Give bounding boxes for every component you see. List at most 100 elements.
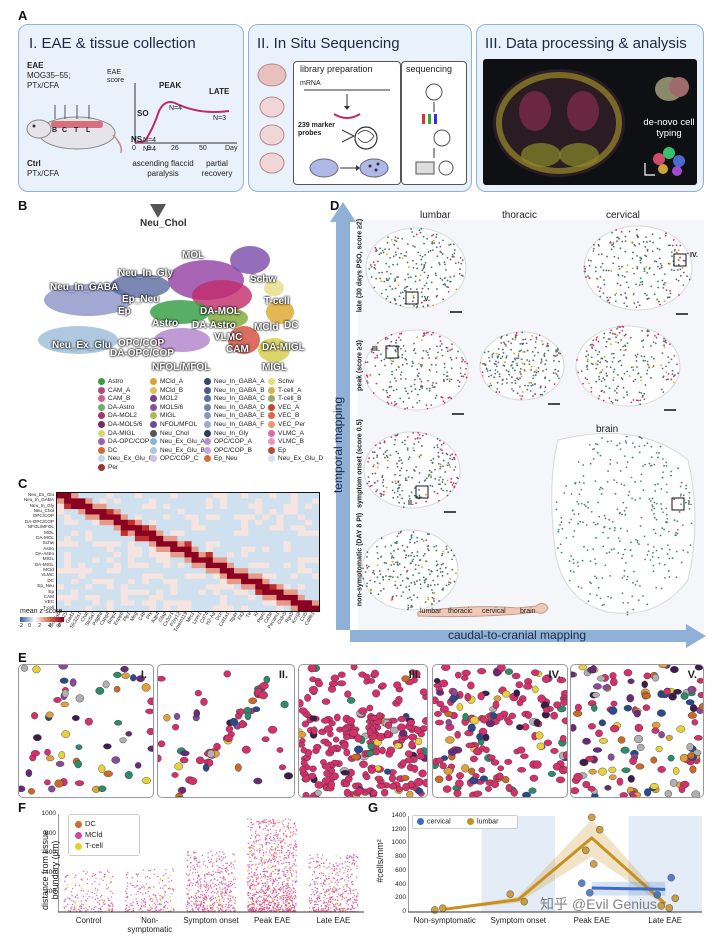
scatter-point <box>198 890 200 892</box>
heatmap-cell <box>78 568 86 574</box>
scatter-point <box>224 894 226 896</box>
cell-dot <box>381 575 384 578</box>
scatter-point <box>165 868 167 871</box>
heatmap-cell <box>184 557 192 564</box>
heatmap-cell <box>127 509 136 515</box>
cell-dot <box>583 545 585 548</box>
cell-dot <box>429 573 431 576</box>
cell-dot <box>420 263 423 266</box>
heatmap-cell <box>219 525 228 531</box>
segmented-cell <box>643 672 651 680</box>
scatter-point <box>271 898 274 900</box>
cell-dot <box>421 255 424 258</box>
heatmap-cell <box>71 552 79 558</box>
scatter-point <box>227 897 229 900</box>
scatter-point <box>76 909 78 911</box>
scatter-point <box>250 852 252 854</box>
cell-dot <box>446 479 449 482</box>
brain-label: brain <box>596 424 619 435</box>
cell-dot <box>420 365 423 368</box>
scatter-point <box>186 901 189 904</box>
scatter-point <box>125 907 127 909</box>
segmented-cell <box>102 680 110 689</box>
cell-dot <box>373 580 376 583</box>
segmented-cell <box>280 700 289 709</box>
scatter-point <box>225 891 227 893</box>
cell-dot <box>370 348 373 351</box>
heatmap-cell <box>212 503 221 510</box>
cell-dot <box>422 335 425 338</box>
scatter-point <box>88 895 90 898</box>
cell-dot <box>436 288 438 290</box>
scatter-point <box>211 906 214 908</box>
scatter-point <box>128 906 130 908</box>
scatter-point <box>227 885 229 887</box>
heatmap-cell <box>212 525 221 531</box>
segmented-cell <box>376 733 385 742</box>
scatter-point <box>138 909 141 911</box>
cell-dot <box>625 441 628 444</box>
cell-dot <box>394 438 397 441</box>
heatmap-cell <box>177 498 185 505</box>
heatmap-cell <box>85 568 93 574</box>
cell-dot <box>662 471 665 474</box>
segmented-cell <box>644 788 652 797</box>
heatmap-cell <box>57 568 65 574</box>
segmented-cell <box>608 706 618 715</box>
scatter-point <box>65 887 67 889</box>
heatmap-cell <box>127 562 136 569</box>
cell-dot <box>454 453 457 456</box>
heatmap-cell <box>184 535 192 542</box>
scatter-point <box>204 898 206 901</box>
scatter-point <box>84 899 87 901</box>
cell-dot <box>365 564 368 567</box>
cell-dot <box>636 254 638 257</box>
segmented-cell <box>239 719 246 729</box>
scatter-point <box>106 908 108 910</box>
cell-dot <box>639 277 642 280</box>
heatmap-cell <box>290 557 299 564</box>
cell-dot <box>643 392 646 395</box>
scatter-point <box>219 882 221 884</box>
heatmap-cell <box>170 578 178 585</box>
cell-dot <box>441 552 444 555</box>
segmented-cell <box>473 790 483 797</box>
cell-dot <box>634 244 637 247</box>
scatter-point <box>125 890 127 893</box>
cell-dot <box>599 266 602 268</box>
cell-dot <box>632 380 635 383</box>
heatmap-cell <box>212 552 221 558</box>
cell-dot <box>431 596 434 599</box>
heatmap-cell <box>290 578 299 585</box>
cell-dot <box>436 345 438 348</box>
cell-dot <box>442 478 444 481</box>
cell-dot <box>519 377 521 379</box>
cell-dot <box>614 399 617 401</box>
cell-dot <box>412 296 415 299</box>
cell-dot <box>664 339 667 342</box>
cell-dot <box>437 351 439 354</box>
cell-dot <box>521 358 524 361</box>
scatter-point <box>269 852 271 854</box>
scatter-point <box>272 905 274 908</box>
heatmap-cell <box>57 557 65 564</box>
cell-dot <box>609 241 612 243</box>
scatter-point <box>225 856 227 858</box>
cell-dot <box>403 502 406 505</box>
scatter-point <box>146 909 148 911</box>
segmented-cell <box>393 681 402 689</box>
heatmap-cell <box>156 552 164 558</box>
scatter-point <box>205 891 208 894</box>
scatter-point <box>111 909 114 912</box>
cell-dot <box>435 233 438 236</box>
cell-dot <box>535 369 538 372</box>
cell-dot <box>627 494 630 497</box>
scatter-point <box>217 891 219 893</box>
scatter-point <box>294 890 296 892</box>
heatmap-cell <box>149 535 157 542</box>
heatmap-cell <box>269 562 277 569</box>
cell-dot <box>435 371 438 373</box>
heatmap-cell <box>219 594 228 601</box>
scatter-point <box>83 907 85 910</box>
cell-dot <box>447 551 450 553</box>
